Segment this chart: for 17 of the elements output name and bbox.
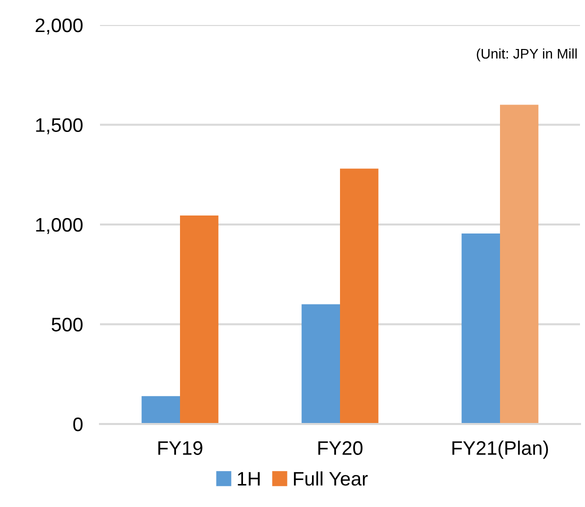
y-tick-label: 2,000 xyxy=(36,18,83,35)
bar xyxy=(500,104,538,424)
y-tick-label: 1,500 xyxy=(36,118,83,134)
bar xyxy=(180,216,218,424)
y-tick-label: 0 xyxy=(73,417,83,432)
bar xyxy=(340,168,378,424)
bar xyxy=(302,304,340,424)
x-tick-label: FY20 xyxy=(318,441,362,455)
bar xyxy=(142,396,180,424)
x-tick-label: FY21(Plan) xyxy=(452,440,548,459)
annotation: (Unit: JPY in Mill xyxy=(476,48,577,62)
y-tick-label: 1,000 xyxy=(36,218,83,234)
legend-label: 1H xyxy=(238,472,260,486)
x-tick-label: FY19 xyxy=(158,441,202,455)
bar xyxy=(462,233,500,424)
y-tick-label: 500 xyxy=(52,318,83,332)
legend-label: Full Year xyxy=(294,471,368,486)
